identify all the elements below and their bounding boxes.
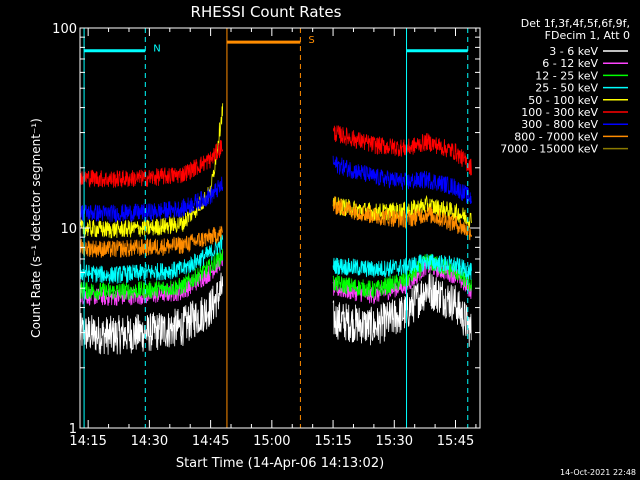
series-line-3-6-kev: [79, 272, 472, 355]
x-tick-label-14:15: 14:15: [69, 434, 106, 449]
legend-label-1: 6 - 12 keV: [542, 57, 598, 70]
annotation-layer: NS: [84, 35, 468, 55]
chart-title: RHESSI Count Rates: [191, 3, 342, 21]
series-line-100-300-kev: [79, 125, 472, 189]
x-tick-label-15:00: 15:00: [253, 434, 290, 449]
x-tick-label-14:30: 14:30: [131, 434, 168, 449]
y-tick-label-100: 100: [52, 22, 77, 37]
legend-header-line-1: Det 1f,3f,4f,5f,6f,9f,: [521, 17, 630, 30]
y-tick-label-1: 1: [69, 422, 77, 437]
y-axis-label: Count Rate (s⁻¹ detector segment⁻¹): [29, 118, 43, 338]
legend-label-7: 800 - 7000 keV: [514, 130, 598, 143]
legend-header-line-2: FDecim 1, Att 0: [545, 29, 630, 42]
series-line-300-800-kev: [79, 155, 472, 223]
y-tick-label-10: 10: [60, 222, 77, 237]
x-axis-label: Start Time (14-Apr-06 14:13:02): [176, 456, 384, 471]
series-line-800-7000-kev: [79, 196, 472, 258]
legend-label-8: 7000 - 15000 keV: [500, 143, 598, 156]
legend: Det 1f,3f,4f,5f,6f,9f, FDecim 1, Att 0 3…: [500, 17, 630, 156]
annotation-label-s: S: [308, 35, 314, 46]
series-line-25-50-kev: [79, 234, 472, 284]
legend-label-5: 100 - 300 keV: [521, 106, 598, 119]
x-tick-label-15:45: 15:45: [437, 434, 474, 449]
series-layer: [79, 103, 472, 355]
x-tick-label-15:15: 15:15: [314, 434, 351, 449]
annotation-label-n: N: [153, 44, 160, 55]
x-tick-label-14:45: 14:45: [192, 434, 229, 449]
legend-label-3: 25 - 50 keV: [535, 82, 598, 95]
legend-label-2: 12 - 25 keV: [535, 69, 598, 82]
footer-timestamp: 14-Oct-2021 22:48: [560, 468, 636, 477]
legend-label-6: 300 - 800 keV: [521, 118, 598, 131]
axis-layer: 14:15 14:30 14:45 15:00 15:15 15:30 15:45 1 10 10…: [52, 22, 480, 449]
legend-label-0: 3 - 6 keV: [549, 45, 598, 58]
x-tick-label-15:30: 15:30: [376, 434, 413, 449]
legend-label-4: 50 - 100 keV: [528, 94, 598, 107]
